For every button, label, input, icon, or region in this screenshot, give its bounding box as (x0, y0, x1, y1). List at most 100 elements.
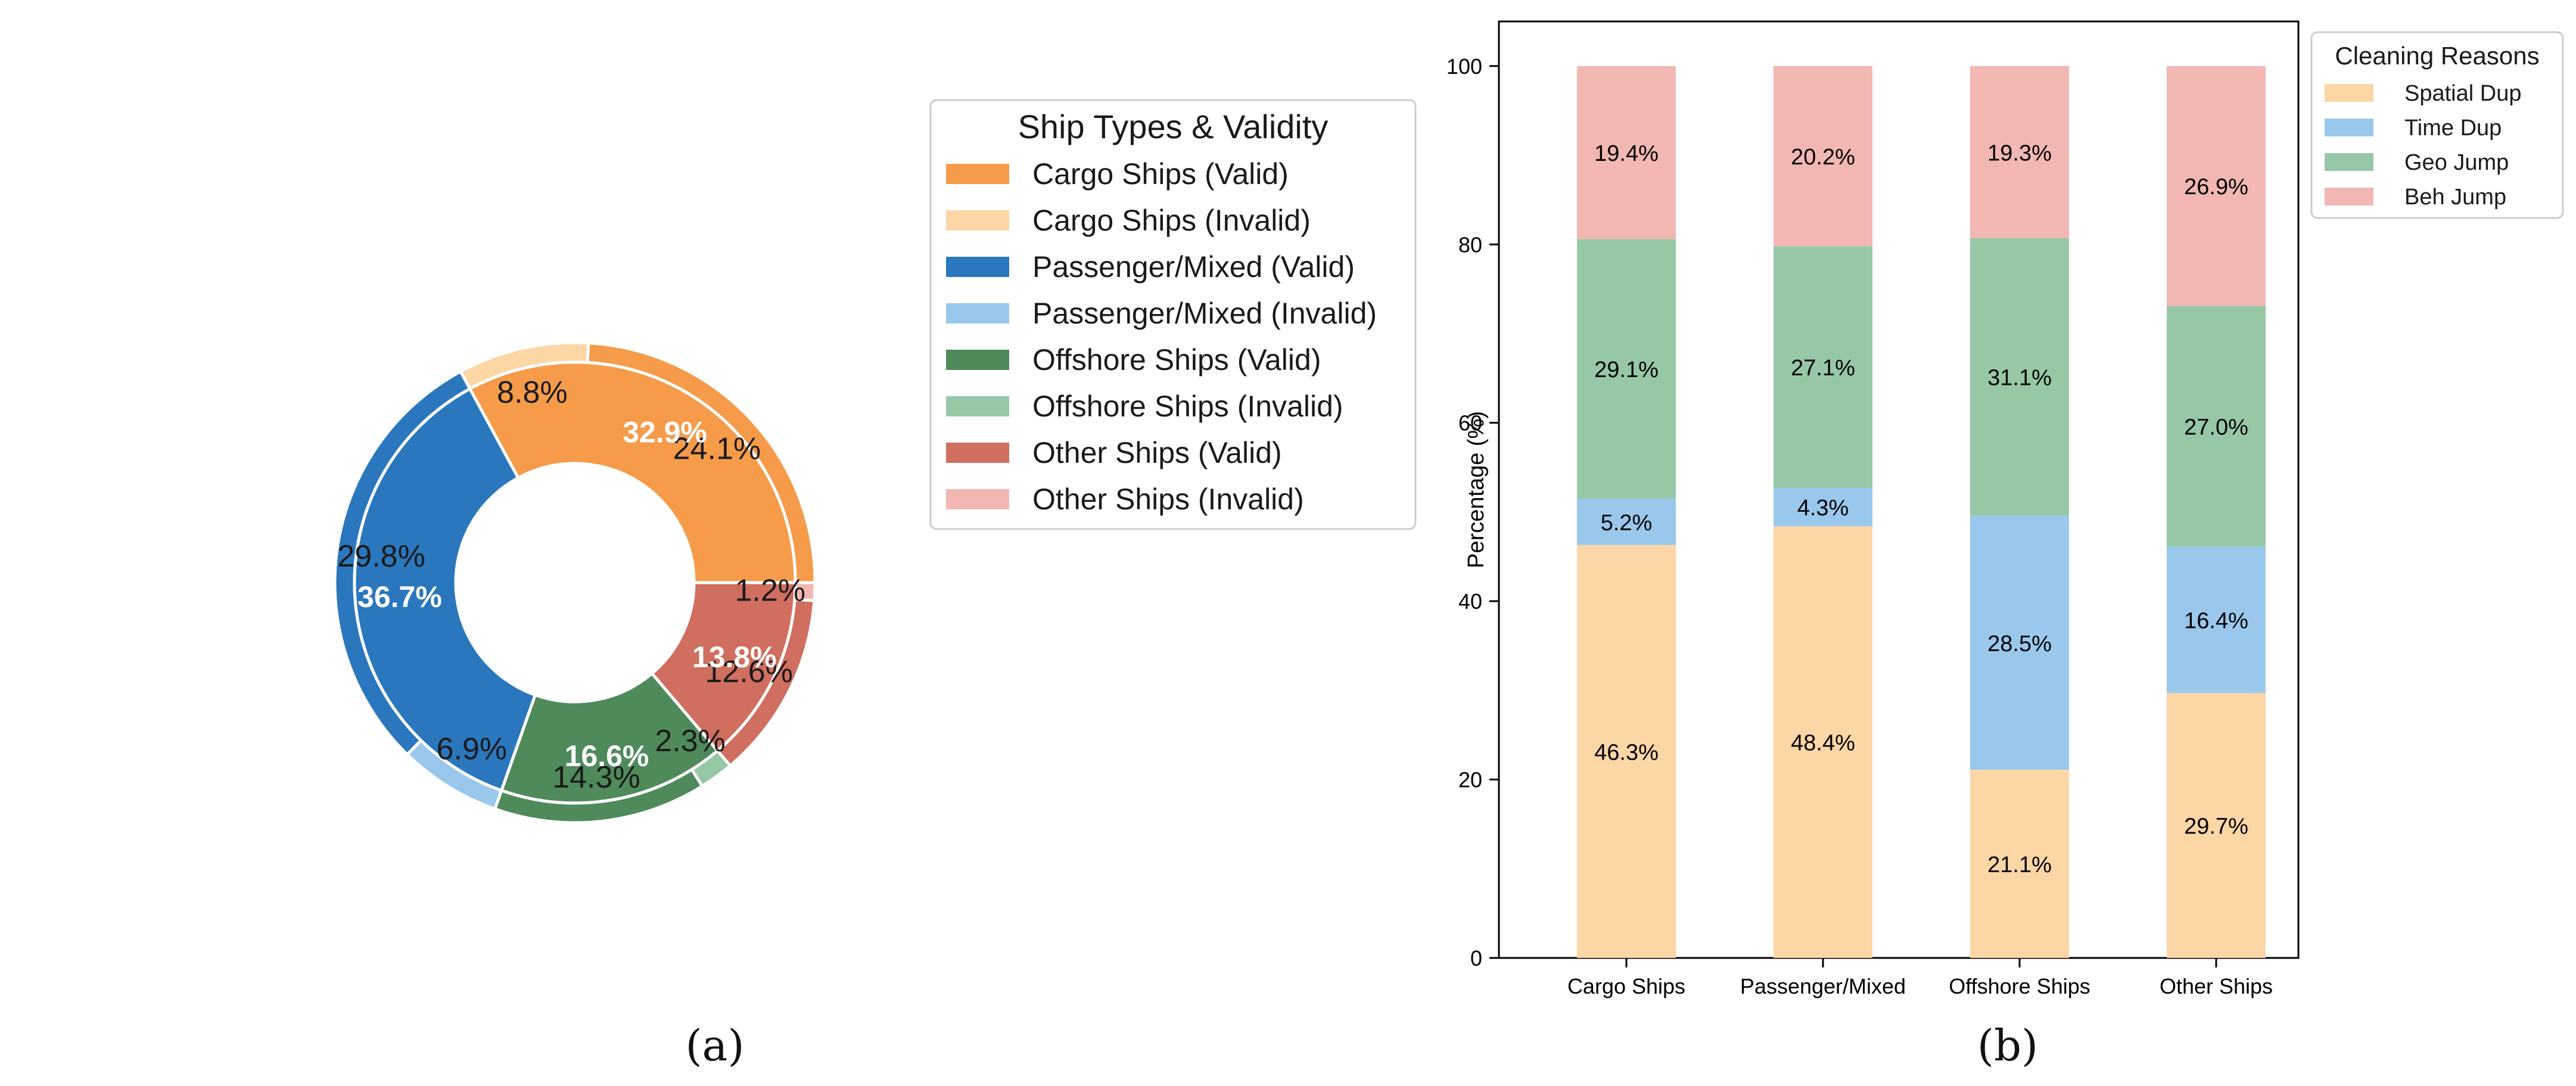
bar-label-1-0: 48.4% (1791, 731, 1855, 756)
x-tick-label-1: Passenger/Mixed (1740, 974, 1906, 998)
legend-swatch-3 (2325, 188, 2373, 206)
legend-label-4: Offshore Ships (Valid) (1032, 343, 1321, 376)
legend-label-1: Cargo Ships (Invalid) (1032, 204, 1311, 237)
bar-label-3-1: 16.4% (2184, 609, 2248, 634)
inner-slice-label-1: 36.7% (357, 580, 442, 614)
donut-value-labels: 24.1% 8.8% 29.8% 6.9% 14.3% 2.3% 12.6% 1.2% 32.9… (337, 375, 805, 795)
bar-2-1 (1970, 515, 2069, 770)
bar-0-1 (1577, 498, 1676, 545)
bar-label-1-3: 20.2% (1791, 145, 1855, 170)
legend-label-7: Other Ships (Invalid) (1032, 483, 1304, 516)
bar-data-labels: 46.3% 5.2% 29.1% 19.4% 48.4% 4.3% 27.1% 20.2% 21… (1594, 141, 2248, 877)
bar-0-0 (1577, 544, 1676, 958)
legend-swatch-0 (2325, 84, 2373, 102)
bar-3-0 (2167, 693, 2266, 958)
ship-type-donut-chart: 24.1% 8.8% 29.8% 6.9% 14.3% 2.3% 12.6% 1.2% 32.9… (333, 341, 817, 824)
panel-a-caption: (a) (685, 1020, 744, 1071)
y-tick-label-0: 0 (1470, 946, 1482, 970)
bar-label-0-0: 46.3% (1594, 740, 1659, 765)
outer-ring (333, 341, 817, 824)
inner-slice-3 (649, 581, 797, 753)
outer-slice-label-7: 1.2% (735, 573, 806, 608)
bar-axes: 0 20 40 60 80 100 Percentage (%) Cargo Ships Pas… (1446, 20, 2300, 998)
legend-swatch-6 (946, 443, 1009, 463)
legend-swatch-1 (2325, 119, 2373, 136)
bar-series (1577, 66, 2266, 958)
bar-label-0-1: 5.2% (1601, 511, 1653, 536)
bar-label-3-3: 26.9% (2184, 175, 2248, 200)
bar-label-1-1: 4.3% (1797, 496, 1849, 521)
legend-swatch-3 (946, 303, 1009, 323)
legend-label-2: Passenger/Mixed (Valid) (1032, 250, 1355, 284)
y-tick-label-1: 20 (1458, 768, 1482, 792)
bar-label-2-1: 28.5% (1987, 631, 2052, 656)
legend-label-3: Passenger/Mixed (Invalid) (1032, 297, 1377, 330)
bar-0-2 (1577, 239, 1676, 499)
bar-2-0 (1970, 770, 2069, 958)
plot-frame (1498, 20, 2300, 959)
inner-slice-1 (353, 387, 537, 793)
y-axis-label: Percentage (%) (1464, 411, 1489, 568)
x-tick-label-0: Cargo Ships (1567, 974, 1685, 998)
bar-label-1-2: 27.1% (1791, 356, 1855, 381)
legend-label-2: Geo Jump (2404, 150, 2509, 175)
outer-slice-label-4: 14.3% (552, 760, 640, 795)
x-tick-label-2: Offshore Ships (1949, 974, 2090, 998)
legend-title: Cleaning Reasons (2335, 42, 2539, 70)
x-tick-label-3: Other Ships (2160, 974, 2273, 998)
legend-swatch-4 (946, 350, 1009, 370)
bar-label-0-2: 29.1% (1594, 357, 1659, 382)
bar-1-0 (1774, 526, 1872, 958)
outer-slice-label-3: 6.9% (437, 732, 508, 767)
bar-label-2-0: 21.1% (1987, 852, 2052, 877)
bar-3-3 (2167, 66, 2266, 306)
bar-label-2-3: 19.3% (1987, 141, 2052, 166)
bar-0-3 (1577, 66, 1676, 239)
legend-label-1: Time Dup (2404, 116, 2502, 141)
y-tick-label-2: 40 (1458, 589, 1482, 614)
legend-label-0: Cargo Ships (Valid) (1032, 157, 1289, 191)
legend-title: Ship Types & Validity (1018, 108, 1329, 145)
bar-1-2 (1774, 246, 1872, 488)
inner-slice-2 (499, 671, 720, 805)
legend-swatch-1 (946, 210, 1009, 231)
bar-label-3-0: 29.7% (2184, 814, 2248, 839)
outer-slice-label-0: 24.1% (673, 432, 761, 466)
legend-frame (2310, 31, 2564, 219)
legend-swatch-5 (946, 396, 1009, 416)
legend-frame (929, 99, 1417, 530)
outer-slice-label-5: 2.3% (655, 724, 726, 758)
bar-2-2 (1970, 238, 2069, 516)
legend-label-3: Beh Jump (2404, 185, 2506, 210)
legend-swatch-2 (946, 257, 1009, 277)
y-tick-label-5: 100 (1446, 54, 1482, 79)
inner-slice-0 (468, 360, 797, 584)
cleaning-reasons-legend: Cleaning Reasons Spatial Dup Time Dup Geo … (2310, 31, 2564, 219)
bar-1-1 (1774, 488, 1872, 527)
bar-label-0-3: 19.4% (1594, 141, 1659, 166)
cleaning-reasons-bar-chart: 0 20 40 60 80 100 Percentage (%) Cargo Ships Pas… (1446, 20, 2300, 998)
inner-slice-label-3: 13.8% (692, 640, 777, 674)
bar-1-3 (1774, 66, 1872, 247)
legend-swatch-2 (2325, 153, 2373, 171)
bar-3-1 (2167, 546, 2266, 693)
bar-label-2-2: 31.1% (1987, 366, 2052, 391)
inner-slice-label-0: 32.9% (623, 416, 707, 449)
outer-slice-label-1: 8.8% (497, 375, 568, 410)
legend-label-5: Offshore Ships (Invalid) (1032, 390, 1343, 423)
legend-swatch-7 (946, 489, 1009, 509)
bar-label-3-2: 27.0% (2184, 415, 2248, 440)
legend-label-0: Spatial Dup (2404, 81, 2521, 106)
outer-slice-label-6: 12.6% (705, 655, 793, 689)
ship-types-legend: Ship Types & Validity Cargo Ships (Valid… (929, 99, 1417, 530)
panel-b-caption: (b) (1977, 1020, 2038, 1071)
inner-slice-label-2: 16.6% (565, 739, 649, 773)
inner-ring (353, 360, 797, 805)
bar-2-3 (1970, 66, 2069, 238)
legend-label-6: Other Ships (Valid) (1032, 436, 1282, 469)
y-tick-label-3: 60 (1458, 411, 1482, 435)
bar-3-2 (2167, 306, 2266, 547)
legend-swatch-0 (946, 164, 1009, 184)
outer-slice-label-2: 29.8% (337, 539, 425, 574)
y-tick-label-4: 80 (1458, 232, 1482, 257)
